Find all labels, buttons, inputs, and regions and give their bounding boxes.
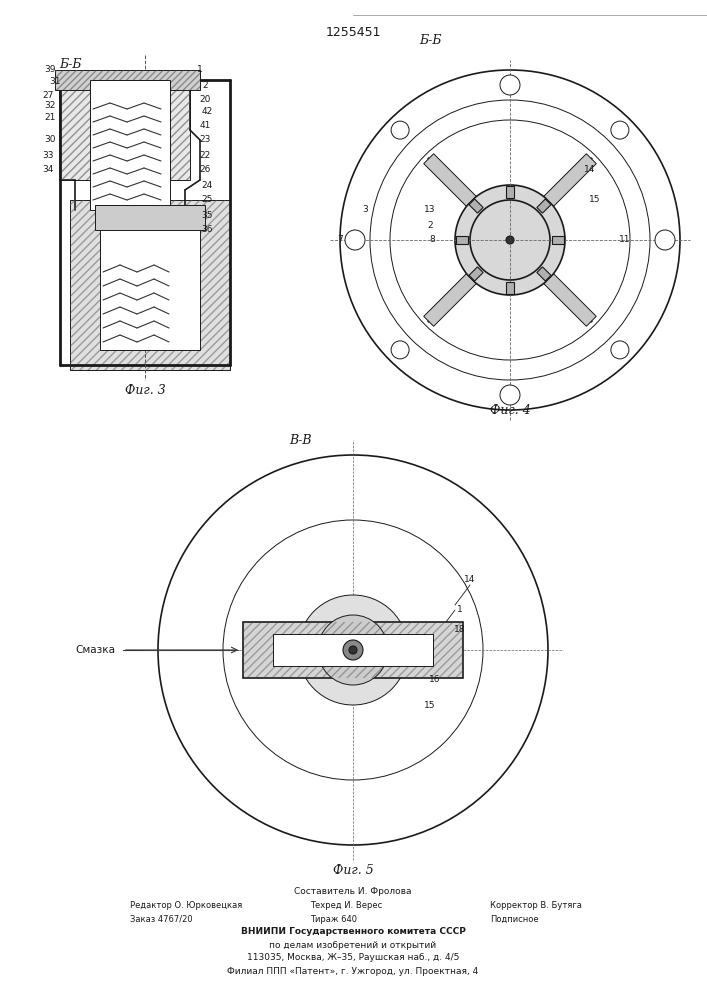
Text: 31: 31 xyxy=(49,78,61,87)
Text: 16: 16 xyxy=(429,676,440,684)
Text: 13: 13 xyxy=(424,206,436,215)
Bar xyxy=(55,70,200,90)
Text: 7: 7 xyxy=(337,235,343,244)
Text: 1: 1 xyxy=(197,66,203,75)
Text: 3: 3 xyxy=(362,206,368,215)
Bar xyxy=(60,80,190,180)
Text: 39: 39 xyxy=(45,66,56,75)
Circle shape xyxy=(298,595,408,705)
Text: 15: 15 xyxy=(424,700,436,710)
Bar xyxy=(100,220,200,350)
Bar xyxy=(552,236,564,244)
Bar xyxy=(243,622,463,678)
Text: 35: 35 xyxy=(201,211,213,220)
Text: Техред И. Верес: Техред И. Верес xyxy=(310,902,382,910)
Text: 2: 2 xyxy=(427,221,433,230)
Text: 42: 42 xyxy=(201,107,213,116)
Text: В-В: В-В xyxy=(288,434,311,446)
Text: 26: 26 xyxy=(199,165,211,174)
Text: 21: 21 xyxy=(45,113,56,122)
Circle shape xyxy=(500,385,520,405)
Text: Фиг. 3: Фиг. 3 xyxy=(124,383,165,396)
Text: Б-Б: Б-Б xyxy=(59,58,81,72)
Bar xyxy=(456,236,468,244)
Text: Корректор В. Бутяга: Корректор В. Бутяга xyxy=(490,902,582,910)
Bar xyxy=(95,205,205,230)
Bar xyxy=(469,267,483,281)
Bar xyxy=(537,267,551,281)
Text: Фиг. 4: Фиг. 4 xyxy=(490,403,530,416)
Circle shape xyxy=(391,121,409,139)
Text: 27: 27 xyxy=(42,91,54,100)
Text: 11: 11 xyxy=(619,235,631,244)
Text: 30: 30 xyxy=(45,135,56,144)
Bar xyxy=(90,80,170,210)
Bar xyxy=(70,200,230,370)
Text: 24: 24 xyxy=(201,180,213,190)
Text: 14: 14 xyxy=(464,576,476,584)
Text: Тираж 640: Тираж 640 xyxy=(310,914,357,924)
Text: 33: 33 xyxy=(42,150,54,159)
Text: 25: 25 xyxy=(201,196,213,205)
Text: Редактор О. Юрковецкая: Редактор О. Юрковецкая xyxy=(130,902,243,910)
Text: 8: 8 xyxy=(429,235,435,244)
Bar xyxy=(273,634,433,666)
Bar xyxy=(506,282,514,294)
Circle shape xyxy=(506,236,514,244)
Text: 113035, Москва, Ж–35, Раушская наб., д. 4/5: 113035, Москва, Ж–35, Раушская наб., д. … xyxy=(247,954,459,962)
FancyArrow shape xyxy=(544,274,596,326)
Text: 34: 34 xyxy=(42,165,54,174)
Text: Филиал ППП «Патент», г. Ужгород, ул. Проектная, 4: Филиал ППП «Патент», г. Ужгород, ул. Про… xyxy=(228,966,479,976)
Text: 23: 23 xyxy=(199,135,211,144)
Circle shape xyxy=(391,341,409,359)
FancyArrow shape xyxy=(544,154,596,206)
Bar xyxy=(60,80,190,180)
Text: Б-Б: Б-Б xyxy=(419,33,441,46)
Text: 1255451: 1255451 xyxy=(325,25,381,38)
Circle shape xyxy=(343,640,363,660)
Text: 32: 32 xyxy=(45,101,56,109)
Circle shape xyxy=(655,230,675,250)
Bar xyxy=(70,200,230,370)
Circle shape xyxy=(349,646,357,654)
Bar xyxy=(469,199,483,213)
Circle shape xyxy=(318,615,388,685)
Text: 22: 22 xyxy=(199,150,211,159)
Text: Смазка: Смазка xyxy=(75,645,115,655)
Bar xyxy=(506,186,514,198)
Text: 18: 18 xyxy=(455,626,466,635)
Text: 15: 15 xyxy=(589,196,601,205)
Circle shape xyxy=(345,230,365,250)
Text: Подписное: Подписное xyxy=(490,914,539,924)
Text: по делам изобретений и открытий: по делам изобретений и открытий xyxy=(269,940,436,950)
Text: ВНИИПИ Государственного комитета СССР: ВНИИПИ Государственного комитета СССР xyxy=(240,928,465,936)
Circle shape xyxy=(500,75,520,95)
FancyArrow shape xyxy=(423,274,476,326)
Circle shape xyxy=(611,341,629,359)
FancyArrow shape xyxy=(423,154,476,206)
Text: Фиг. 5: Фиг. 5 xyxy=(332,863,373,876)
Bar xyxy=(537,199,551,213)
Text: 1: 1 xyxy=(457,605,463,614)
Text: 20: 20 xyxy=(199,96,211,104)
Text: Заказ 4767/20: Заказ 4767/20 xyxy=(130,914,192,924)
Text: 41: 41 xyxy=(199,120,211,129)
Text: Составитель И. Фролова: Составитель И. Фролова xyxy=(294,888,411,896)
Circle shape xyxy=(611,121,629,139)
Circle shape xyxy=(455,185,565,295)
Text: 14: 14 xyxy=(584,165,596,174)
Bar xyxy=(55,70,200,90)
Bar xyxy=(243,622,463,678)
Text: 36: 36 xyxy=(201,226,213,234)
Text: 2: 2 xyxy=(202,81,208,90)
